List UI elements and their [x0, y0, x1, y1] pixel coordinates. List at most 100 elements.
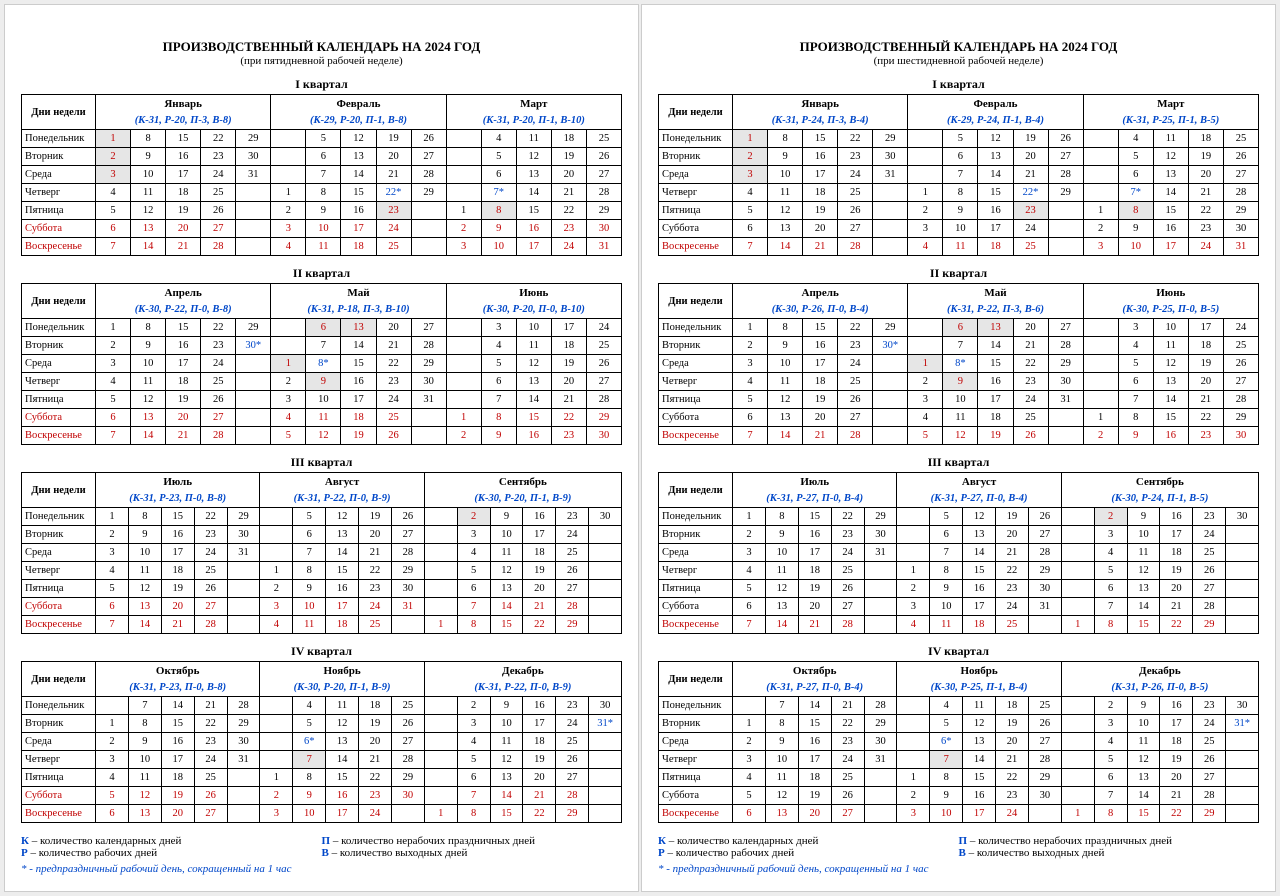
- day-cell: 6: [733, 220, 768, 238]
- day-cell: 24: [201, 355, 236, 373]
- day-cell: [411, 427, 446, 445]
- day-cell: 26: [1028, 508, 1061, 526]
- day-cell: 21: [1160, 598, 1193, 616]
- month-stats: (К-29, Р-24, П-1, В-4): [908, 112, 1083, 130]
- day-cell: 10: [131, 166, 166, 184]
- day-cell: 19: [996, 508, 1029, 526]
- day-cell: 26: [1193, 562, 1226, 580]
- day-cell: 8: [128, 508, 161, 526]
- day-cell: 5: [1118, 148, 1153, 166]
- day-cell: 17: [798, 751, 831, 769]
- day-cell: 21: [1013, 166, 1048, 184]
- day-cell: 19: [551, 148, 586, 166]
- day-cell: [897, 697, 930, 715]
- day-cell: 5: [96, 787, 129, 805]
- day-cell: 16: [523, 508, 556, 526]
- day-cell: 14: [768, 427, 803, 445]
- day-cell: 27: [586, 373, 621, 391]
- day-cell: [897, 526, 930, 544]
- day-cell: 14: [765, 616, 798, 634]
- quarter-title: IV квартал: [21, 644, 622, 659]
- day-cell: 17: [516, 238, 551, 256]
- day-cell: 16: [326, 787, 359, 805]
- day-cell: 20: [1013, 148, 1048, 166]
- day-cell: 17: [978, 220, 1013, 238]
- day-cell: 13: [1153, 373, 1188, 391]
- day-cell: 25: [586, 337, 621, 355]
- day-cell: 7: [293, 751, 326, 769]
- day-cell: 25: [1028, 697, 1061, 715]
- dow-label: Вторник: [22, 337, 96, 355]
- month-stats: (К-31, Р-27, П-0, В-4): [733, 679, 897, 697]
- day-cell: 17: [341, 391, 376, 409]
- day-cell: 25: [1013, 409, 1048, 427]
- dow-label: Понедельник: [659, 508, 733, 526]
- month-stats: (К-30, Р-26, П-0, В-4): [733, 301, 908, 319]
- day-cell: 11: [765, 769, 798, 787]
- day-cell: 15: [161, 508, 194, 526]
- day-cell: 28: [201, 238, 236, 256]
- day-cell: [589, 616, 622, 634]
- dow-label: Пятница: [22, 580, 96, 598]
- dow-label: Пятница: [659, 769, 733, 787]
- day-cell: 30: [586, 220, 621, 238]
- day-cell: 30*: [873, 337, 908, 355]
- day-cell: [908, 319, 943, 337]
- dow-label: Воскресенье: [22, 805, 96, 823]
- day-cell: 7: [930, 544, 963, 562]
- day-cell: 17: [551, 319, 586, 337]
- day-cell: 15: [326, 769, 359, 787]
- day-cell: 31: [873, 166, 908, 184]
- day-cell: [446, 337, 481, 355]
- day-cell: 9: [943, 202, 978, 220]
- quarter-table: Дни неделиЯнварьФевральМарт(К-31, Р-24, …: [658, 94, 1259, 256]
- day-cell: 12: [128, 787, 161, 805]
- day-cell: [1226, 580, 1259, 598]
- day-cell: 26: [838, 202, 873, 220]
- day-cell: 16: [166, 148, 201, 166]
- day-cell: 18: [166, 184, 201, 202]
- day-cell: 13: [326, 733, 359, 751]
- day-cell: 6: [481, 166, 516, 184]
- day-cell: 2: [897, 787, 930, 805]
- day-cell: 27: [391, 733, 424, 751]
- month-name: Март: [1083, 95, 1258, 113]
- day-cell: 9: [1127, 697, 1160, 715]
- day-cell: 17: [798, 544, 831, 562]
- day-cell: 30: [589, 697, 622, 715]
- month-name: Июль: [96, 473, 260, 491]
- day-cell: 2: [271, 373, 306, 391]
- day-cell: 10: [1153, 319, 1188, 337]
- day-cell: 23: [359, 787, 392, 805]
- day-cell: 9: [765, 526, 798, 544]
- day-cell: 15: [798, 508, 831, 526]
- dow-header: Дни недели: [659, 473, 733, 508]
- day-cell: 17: [161, 751, 194, 769]
- day-cell: 18: [1188, 130, 1223, 148]
- day-cell: 7*: [1118, 184, 1153, 202]
- day-cell: 10: [131, 355, 166, 373]
- day-cell: 24: [1193, 526, 1226, 544]
- dow-label: Четверг: [659, 184, 733, 202]
- day-cell: 13: [765, 598, 798, 616]
- day-cell: 25: [996, 616, 1029, 634]
- day-cell: [589, 562, 622, 580]
- day-cell: 2: [1094, 697, 1127, 715]
- day-cell: 13: [490, 580, 523, 598]
- day-cell: [908, 130, 943, 148]
- day-cell: 28: [838, 427, 873, 445]
- day-cell: 6: [733, 409, 768, 427]
- day-cell: 8: [128, 715, 161, 733]
- day-cell: 15: [490, 616, 523, 634]
- month-stats: (К-31, Р-22, П-0, В-9): [424, 679, 621, 697]
- month-name: Июнь: [1083, 284, 1258, 302]
- day-cell: 2: [908, 202, 943, 220]
- day-cell: [1226, 562, 1259, 580]
- day-cell: 16: [798, 526, 831, 544]
- day-cell: 9: [490, 697, 523, 715]
- day-cell: [446, 391, 481, 409]
- day-cell: 16: [798, 733, 831, 751]
- day-cell: 31: [227, 751, 260, 769]
- day-cell: 23: [996, 787, 1029, 805]
- day-cell: 11: [1127, 544, 1160, 562]
